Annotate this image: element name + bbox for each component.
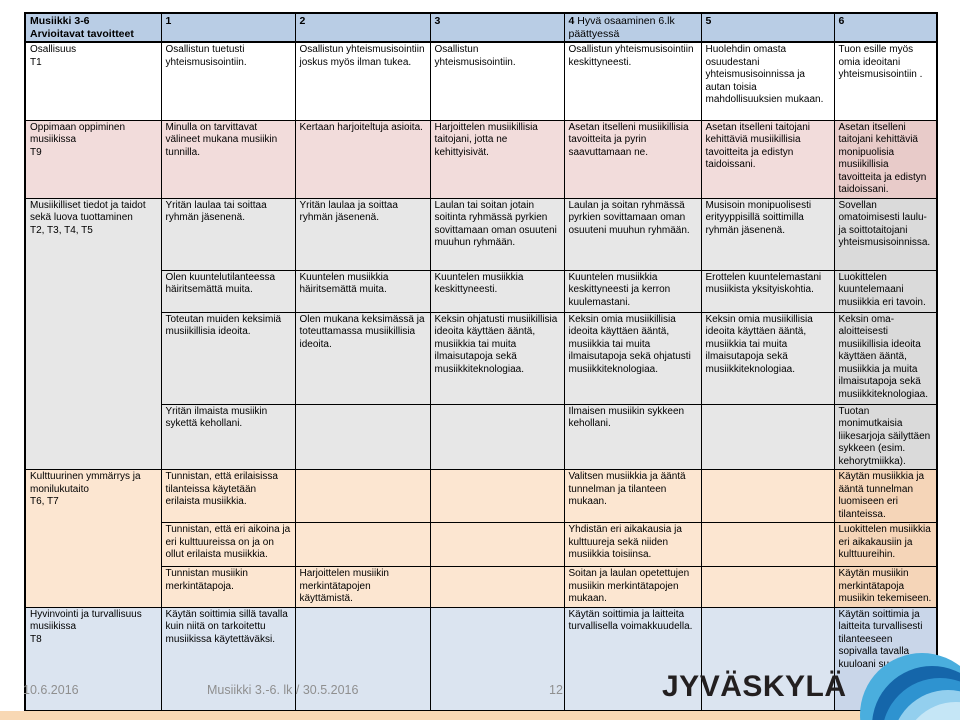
table-cell: Asetan itselleni musiikillisia tavoittei… bbox=[563, 119, 702, 199]
table-row: Oppimaan oppiminen musiikissa T9 Minulla… bbox=[24, 119, 938, 199]
table-cell: Osallistun yhteismusisointiin. bbox=[429, 41, 565, 121]
table-cell: Laulan ja soitan ryhmässä pyrkien sovitt… bbox=[563, 197, 702, 271]
table-cell: Tuon esille myös omia ideoitani yhteismu… bbox=[833, 41, 938, 121]
table-row: Toteutan muiden keksimiä musiikillisia i… bbox=[25, 311, 938, 405]
table-cell: Asetan itselleni taitojani kehittäviä mu… bbox=[700, 119, 835, 199]
table-cell bbox=[429, 403, 565, 470]
table-cell bbox=[700, 403, 835, 470]
column-number: 6 bbox=[838, 15, 845, 27]
table-cell: Keksin ohjatusti musiikillisia ideoita k… bbox=[429, 311, 565, 405]
assessment-rubric-table: Musiikki 3-6 Arvioitavat tavoitteet 1 2 … bbox=[24, 12, 938, 712]
table-cell: Käytän musiikkia ja ääntä tunnelman luom… bbox=[833, 469, 938, 523]
table-cell: Keksin omia musiikillisia ideoita käyttä… bbox=[563, 311, 702, 405]
goal-cell: Hyvinvointi ja turvallisuus musiikissa T… bbox=[24, 606, 162, 712]
table-cell: Keksin oma-aloitteisesti musiikillisia i… bbox=[833, 311, 938, 405]
table-cell: Luokittelen musiikkia eri aikakausiin ja… bbox=[833, 522, 938, 567]
table-cell: Laulan tai soitan jotain soitinta ryhmäs… bbox=[429, 197, 565, 271]
column-header-2: 2 bbox=[294, 12, 431, 43]
table-row: Musiikilliset tiedot ja taidot sekä luov… bbox=[24, 197, 938, 470]
table-cell: Osallistun yhteismusisointiin joskus myö… bbox=[294, 41, 431, 121]
table-cell: Yhdistän eri aikakausia ja kulttuureja s… bbox=[563, 522, 702, 567]
footer-date: 10.6.2016 bbox=[23, 683, 79, 697]
table-cell: Toteutan muiden keksimiä musiikillisia i… bbox=[160, 311, 296, 405]
table-row: Olen kuuntelutilanteessa häiritsemättä m… bbox=[25, 269, 938, 313]
table-cell: Asetan itselleni taitojani kehittäviä mo… bbox=[833, 119, 938, 199]
table-title-cell: Musiikki 3-6 Arvioitavat tavoitteet bbox=[24, 12, 162, 43]
column-label: Hyvä osaaminen 6.lk päättyessä bbox=[568, 15, 675, 40]
table-cell bbox=[700, 469, 835, 523]
table-cell: Yritän laulaa ja soittaa ryhmän jäsenenä… bbox=[294, 197, 431, 271]
footer-page-number: 12 bbox=[549, 683, 563, 697]
table-row: Kulttuurinen ymmärrys ja monilukutaito T… bbox=[24, 469, 938, 608]
table-cell: Musisoin monipuolisesti erityyppisillä s… bbox=[700, 197, 835, 271]
table-cell: Kuuntelen musiikkia keskittyneesti. bbox=[429, 269, 565, 313]
footer-slide-title: Musiikki 3.-6. lk / 30.5.2016 bbox=[207, 683, 359, 697]
table-cell: Harjoittelen musiikin merkintätapojen kä… bbox=[294, 566, 431, 608]
column-number: 3 bbox=[434, 15, 441, 27]
table-cell: Tunnistan, että erilaisissa tilanteissa … bbox=[160, 469, 296, 523]
table-cell: Osallistun tuetusti yhteismusisointiin. bbox=[160, 41, 296, 121]
table-cell: Olen kuuntelutilanteessa häiritsemättä m… bbox=[160, 269, 296, 313]
table-cell: Tuotan monimutkaisia liikesarjoja säilyt… bbox=[833, 403, 938, 470]
table-cell: Kuuntelen musiikkia häiritsemättä muita. bbox=[294, 269, 431, 313]
table-cell bbox=[429, 522, 565, 567]
table-row: Yritän ilmaista musiikin sykettä keholla… bbox=[25, 403, 938, 470]
table-cell: Minulla on tarvittavat välineet mukana m… bbox=[160, 119, 296, 199]
table-cell: Kuuntelen musiikkia keskittyneesti ja ke… bbox=[563, 269, 702, 313]
table-cell: Soitan ja laulan opetettujen musiikin me… bbox=[563, 566, 702, 608]
table-cell: Käytän musiikin merkintätapoja musiikin … bbox=[833, 566, 938, 608]
table-cell: Tunnistan musiikin merkintätapoja. bbox=[160, 566, 296, 608]
jyvaskyla-logo-text: JYVÄSKYLÄ bbox=[662, 670, 847, 703]
column-header-1: 1 bbox=[160, 12, 296, 43]
table-cell: Yritän laulaa tai soittaa ryhmän jäsenen… bbox=[160, 197, 296, 271]
table-cell: Sovellan omatoimisesti laulu- ja soittot… bbox=[833, 197, 938, 271]
column-header-4: 4 Hyvä osaaminen 6.lk päättyessä bbox=[563, 12, 702, 43]
column-header-3: 3 bbox=[429, 12, 565, 43]
table-cell: Ilmaisen musiikin sykkeen kehollani. bbox=[563, 403, 702, 470]
table-cell: Luokittelen kuuntelemaani musiikkia eri … bbox=[833, 269, 938, 313]
goal-cell: Oppimaan oppiminen musiikissa T9 bbox=[24, 119, 162, 199]
column-header-6: 6 bbox=[833, 12, 938, 43]
column-number: 5 bbox=[705, 15, 712, 27]
column-number: 4 bbox=[568, 15, 575, 27]
table-cell bbox=[700, 522, 835, 567]
table-cell bbox=[429, 469, 565, 523]
table-cell bbox=[294, 469, 431, 523]
table-row: Hyvinvointi ja turvallisuus musiikissa T… bbox=[24, 606, 938, 712]
column-number: 1 bbox=[165, 15, 172, 27]
table-cell: Valitsen musiikkia ja ääntä tunnelman ja… bbox=[563, 469, 702, 523]
table-cell: Olen mukana keksimässä ja toteuttamassa … bbox=[294, 311, 431, 405]
column-header-5: 5 bbox=[700, 12, 835, 43]
table-cell: Keksin omia musiikillisia ideoita käyttä… bbox=[700, 311, 835, 405]
table-cell bbox=[429, 606, 565, 712]
goal-cell: Osallisuus T1 bbox=[24, 41, 162, 121]
table-cell: Osallistun yhteismusisointiin keskittyne… bbox=[563, 41, 702, 121]
table-cell: Yritän ilmaista musiikin sykettä keholla… bbox=[160, 403, 296, 470]
table-cell: Huolehdin omasta osuudestani yhteismusis… bbox=[700, 41, 835, 121]
table-cell bbox=[294, 606, 431, 712]
goal-cell: Musiikilliset tiedot ja taidot sekä luov… bbox=[24, 197, 162, 470]
table-cell bbox=[429, 566, 565, 608]
table-header-row: Musiikki 3-6 Arvioitavat tavoitteet 1 2 … bbox=[24, 12, 938, 43]
table-cell bbox=[294, 403, 431, 470]
table-row: Osallisuus T1 Osallistun tuetusti yhteis… bbox=[24, 41, 938, 121]
goal-cell: Kulttuurinen ymmärrys ja monilukutaito T… bbox=[24, 469, 162, 608]
table-cell bbox=[294, 522, 431, 567]
table-cell: Harjoittelen musiikillisia taitojani, jo… bbox=[429, 119, 565, 199]
table-cell: Kertaan harjoiteltuja asioita. bbox=[294, 119, 431, 199]
table-row: Tunnistan, että eri aikoina ja eri kultt… bbox=[25, 522, 938, 567]
table-row: Tunnistan musiikin merkintätapoja. Harjo… bbox=[25, 566, 938, 608]
column-number: 2 bbox=[299, 15, 306, 27]
table-cell: Erottelen kuuntelemastani musiikista yks… bbox=[700, 269, 835, 313]
table-cell bbox=[700, 566, 835, 608]
table-cell bbox=[700, 606, 835, 712]
jyvaskyla-logo-swirl-icon bbox=[860, 650, 960, 720]
table-cell: Tunnistan, että eri aikoina ja eri kultt… bbox=[160, 522, 296, 567]
footer-accent-bar bbox=[0, 711, 960, 720]
